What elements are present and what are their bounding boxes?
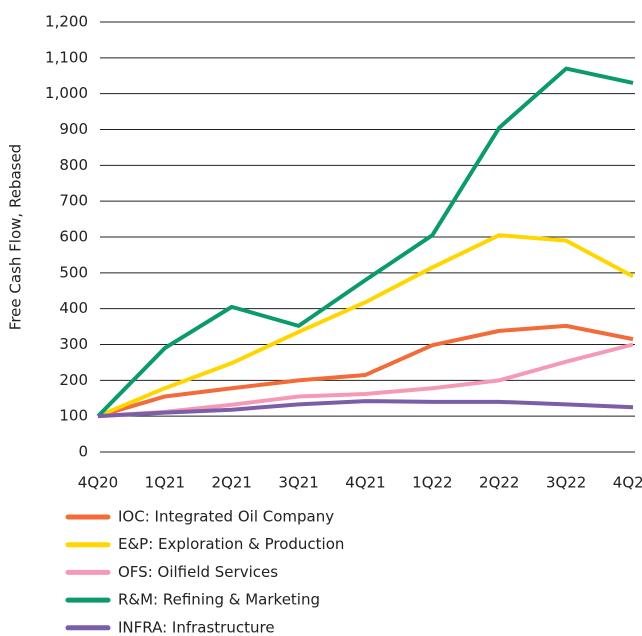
y-tick-label: 800 (59, 156, 88, 174)
legend-label: E&P: Exploration & Production (118, 535, 344, 553)
y-tick-label: 1,200 (45, 13, 88, 31)
x-tick-label: 4Q21 (345, 474, 385, 492)
y-tick-label: 300 (59, 335, 88, 353)
y-tick-label: 200 (59, 371, 88, 389)
y-tick-label: 1,000 (45, 84, 88, 102)
x-tick-label: 3Q21 (278, 474, 318, 492)
x-tick-label: 4Q20 (78, 474, 118, 492)
y-tick-label: 700 (59, 192, 88, 210)
y-tick-label: 400 (59, 299, 88, 317)
x-tick-label: 1Q22 (412, 474, 452, 492)
y-axis-label: Free Cash Flow, Rebased (7, 144, 25, 330)
series-line (96, 66, 634, 418)
series-line (97, 399, 634, 419)
series-line (97, 233, 634, 419)
x-tick-label: 4Q22 (613, 474, 642, 492)
y-tick-label: 500 (59, 263, 88, 281)
legend-label: R&M: Refining & Marketing (118, 591, 320, 609)
legend-label: INFRA: Infrastructure (118, 618, 275, 636)
y-tick-label: 600 (59, 228, 88, 246)
x-tick-label: 1Q21 (145, 474, 185, 492)
x-tick-label: 2Q21 (212, 474, 252, 492)
legend-label: OFS: Oilfield Services (118, 563, 278, 581)
x-tick-label: 2Q22 (479, 474, 519, 492)
y-tick-label: 900 (59, 120, 88, 138)
x-tick-label: 3Q22 (546, 474, 586, 492)
y-tick-label: 100 (59, 407, 88, 425)
series-line (97, 323, 634, 419)
legend-label: IOC: Integrated Oil Company (118, 508, 334, 526)
y-tick-label: 1,100 (45, 48, 88, 66)
y-tick-label: 0 (78, 443, 88, 461)
series-line (97, 342, 634, 419)
